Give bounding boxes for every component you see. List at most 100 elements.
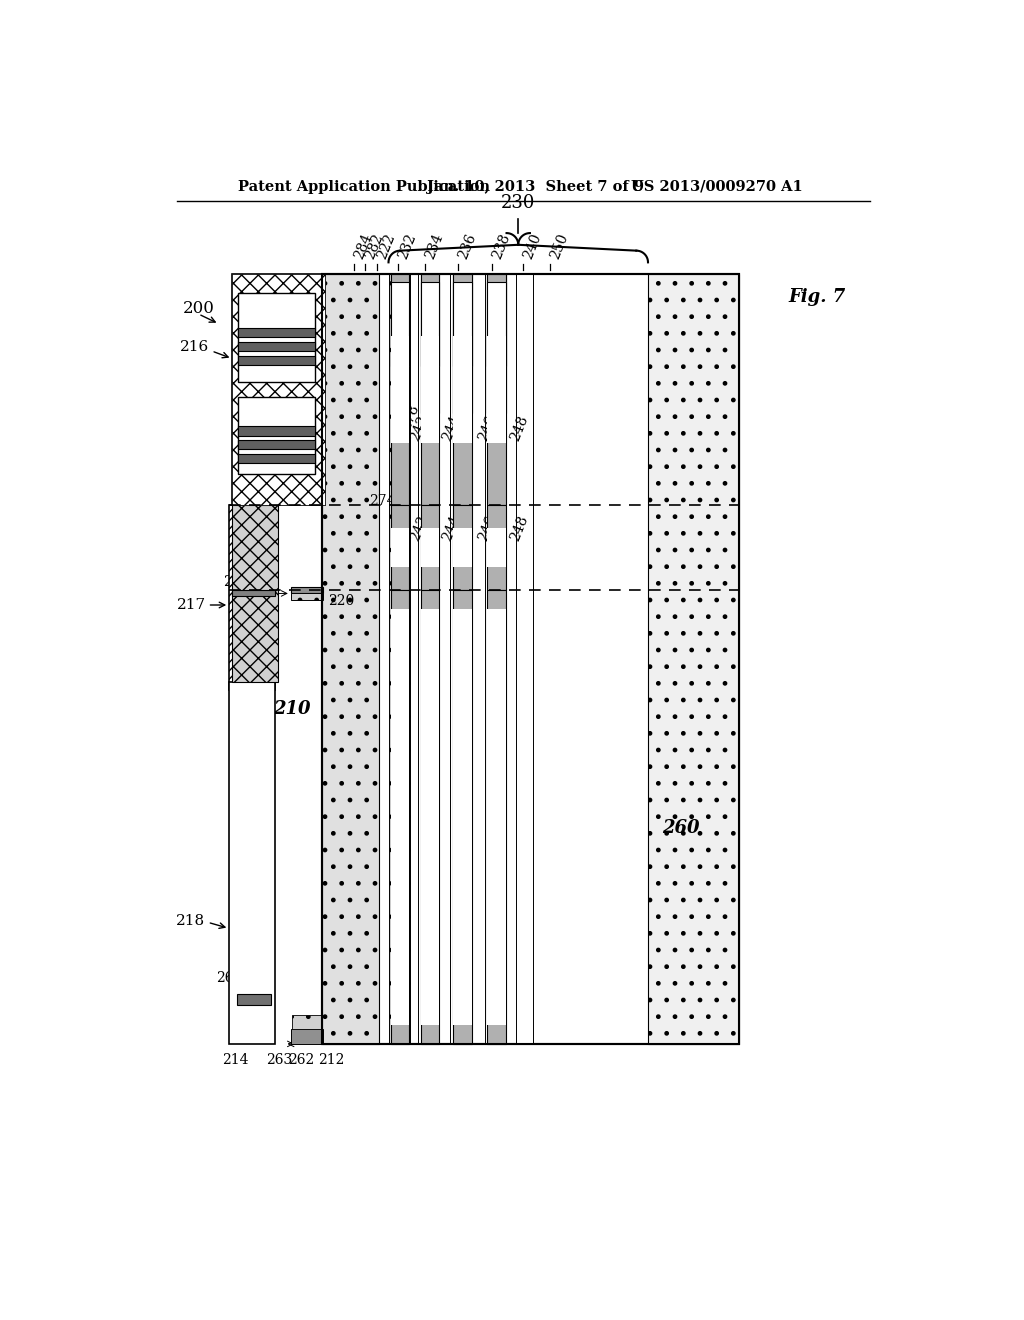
Bar — [239, 327, 315, 337]
Text: 212: 212 — [317, 1053, 344, 1067]
Bar — [391, 335, 410, 444]
Bar — [322, 275, 739, 1044]
Text: 264: 264 — [216, 972, 243, 986]
Text: 210: 210 — [273, 700, 311, 718]
Bar — [322, 275, 739, 1044]
Text: 244: 244 — [440, 413, 463, 444]
Text: 216: 216 — [180, 341, 209, 354]
Text: 276: 276 — [223, 576, 250, 589]
Text: 220: 220 — [329, 594, 354, 609]
Text: 263: 263 — [266, 1053, 292, 1067]
Bar — [239, 441, 315, 449]
Text: 246: 246 — [475, 513, 499, 544]
Text: 234: 234 — [423, 232, 446, 261]
Text: 248: 248 — [508, 413, 530, 444]
Text: 242: 242 — [408, 513, 431, 544]
Text: Patent Application Publication: Patent Application Publication — [239, 180, 490, 194]
Bar — [237, 994, 271, 1006]
Bar — [421, 590, 439, 1044]
Bar — [291, 593, 323, 601]
Text: 244: 244 — [440, 513, 463, 544]
Text: 236: 236 — [456, 232, 478, 261]
Bar — [421, 528, 439, 566]
Bar — [391, 528, 410, 566]
Bar — [418, 275, 435, 1044]
Bar — [454, 609, 472, 1024]
Bar — [454, 590, 472, 1044]
Bar — [421, 281, 439, 367]
Text: 280: 280 — [239, 586, 265, 601]
Text: Fig. 7: Fig. 7 — [788, 288, 846, 306]
Text: 250: 250 — [548, 232, 570, 261]
Bar — [291, 1028, 323, 1044]
Bar — [391, 281, 410, 367]
Bar — [515, 275, 532, 1044]
Text: 262: 262 — [289, 1053, 314, 1067]
Text: 242: 242 — [408, 413, 431, 444]
Text: 222: 222 — [375, 232, 397, 261]
Bar — [232, 275, 325, 506]
Bar — [239, 342, 315, 351]
Text: 217: 217 — [177, 598, 206, 612]
Bar — [239, 397, 315, 474]
Bar — [487, 590, 506, 1044]
Bar — [487, 281, 506, 367]
Text: 232: 232 — [395, 232, 418, 261]
Text: 282: 282 — [364, 232, 386, 261]
Text: 274: 274 — [370, 494, 395, 508]
Bar — [391, 275, 410, 412]
Bar — [421, 506, 439, 590]
Bar — [388, 275, 410, 1044]
Text: 238: 238 — [489, 232, 512, 261]
Text: 240: 240 — [521, 232, 544, 261]
Bar — [291, 586, 323, 593]
Text: 230: 230 — [501, 194, 536, 211]
Text: 270b: 270b — [255, 355, 291, 370]
Bar — [451, 275, 467, 1044]
Bar — [648, 275, 739, 1044]
Text: Jan. 10, 2013  Sheet 7 of 9: Jan. 10, 2013 Sheet 7 of 9 — [427, 180, 644, 194]
Bar — [421, 275, 439, 412]
Text: 284: 284 — [351, 232, 375, 261]
Text: 278: 278 — [398, 403, 422, 432]
Bar — [454, 281, 472, 367]
Text: 200: 200 — [183, 300, 215, 317]
Bar — [421, 275, 439, 506]
Bar — [487, 275, 506, 412]
Text: US 2013/0009270 A1: US 2013/0009270 A1 — [631, 180, 803, 194]
Bar — [239, 293, 315, 381]
Bar — [322, 275, 379, 1044]
Bar — [239, 355, 315, 364]
Bar — [454, 528, 472, 566]
Bar — [229, 682, 275, 1044]
Bar — [391, 506, 410, 590]
Bar — [292, 1015, 322, 1028]
Bar — [239, 454, 315, 463]
Bar — [487, 528, 506, 566]
Bar — [391, 609, 410, 1024]
Bar — [454, 275, 472, 412]
Bar — [391, 275, 410, 506]
Text: 246: 246 — [475, 413, 499, 444]
Bar — [487, 275, 506, 506]
Bar — [229, 506, 275, 689]
Bar — [421, 335, 439, 444]
Bar — [454, 506, 472, 590]
Text: 260: 260 — [663, 820, 699, 837]
Bar — [454, 275, 472, 506]
Text: 272: 272 — [266, 444, 292, 458]
Bar — [454, 335, 472, 444]
Bar — [487, 335, 506, 444]
Bar — [391, 590, 410, 1044]
Bar — [484, 275, 502, 1044]
Text: 270a: 270a — [256, 475, 291, 488]
Text: 214: 214 — [222, 1053, 249, 1067]
Bar — [232, 506, 279, 682]
Bar — [487, 506, 506, 590]
Bar — [232, 275, 325, 506]
Bar — [421, 609, 439, 1024]
Bar — [487, 609, 506, 1024]
Text: 248: 248 — [508, 513, 530, 544]
Bar — [232, 590, 274, 595]
Text: 218: 218 — [176, 913, 205, 928]
